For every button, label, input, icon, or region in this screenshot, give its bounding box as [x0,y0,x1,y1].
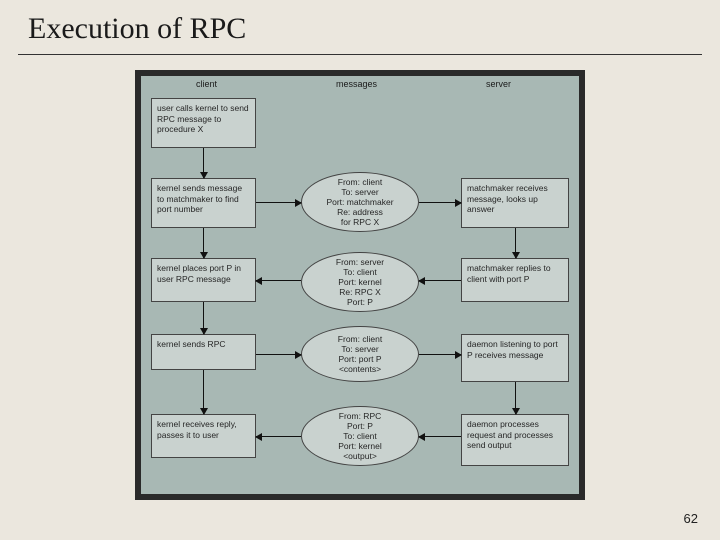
arrow-c4-c5 [203,370,204,414]
arrow-c3-c4 [203,302,204,334]
client-box-4: kernel sends RPC [151,334,256,370]
message-oval-3: From: client To: server Port: port P <co… [301,326,419,382]
oval-2-text: From: server To: client Port: kernel Re:… [336,257,384,308]
oval-1-text: From: client To: server Port: matchmaker… [326,177,393,228]
page-number: 62 [684,511,698,526]
server-box-1: matchmaker receives message, looks up an… [461,178,569,228]
header-messages: messages [336,79,377,89]
arrow-s3-s4 [515,382,516,414]
arrow-s2-o2 [419,280,461,281]
slide-title: Execution of RPC [28,12,246,46]
arrow-o2-c3 [256,280,301,281]
arrow-s4-o4 [419,436,461,437]
arrow-s1-s2 [515,228,516,258]
server-box-4: daemon processes request and processes s… [461,414,569,466]
oval-3-text: From: client To: server Port: port P <co… [338,334,382,375]
message-oval-1: From: client To: server Port: matchmaker… [301,172,419,232]
arrow-o3-s3 [419,354,461,355]
arrow-o1-s1 [419,202,461,203]
message-oval-4: From: RPC Port: P To: client Port: kerne… [301,406,419,466]
arrow-c4-o3 [256,354,301,355]
header-server: server [486,79,511,89]
arrow-o4-c5 [256,436,301,437]
client-box-1: user calls kernel to send RPC message to… [151,98,256,148]
message-oval-2: From: server To: client Port: kernel Re:… [301,252,419,312]
rpc-diagram: client messages server user calls kernel… [135,70,585,500]
arrow-c1-c2 [203,148,204,178]
oval-4-text: From: RPC Port: P To: client Port: kerne… [338,411,381,462]
title-underline [18,54,702,55]
client-box-3: kernel places port P in user RPC message [151,258,256,302]
arrow-c2-c3 [203,228,204,258]
server-box-2: matchmaker replies to client with port P [461,258,569,302]
client-box-5: kernel receives reply, passes it to user [151,414,256,458]
arrow-c2-o1 [256,202,301,203]
client-box-2: kernel sends message to matchmaker to fi… [151,178,256,228]
header-client: client [196,79,217,89]
server-box-3: daemon listening to port P receives mess… [461,334,569,382]
